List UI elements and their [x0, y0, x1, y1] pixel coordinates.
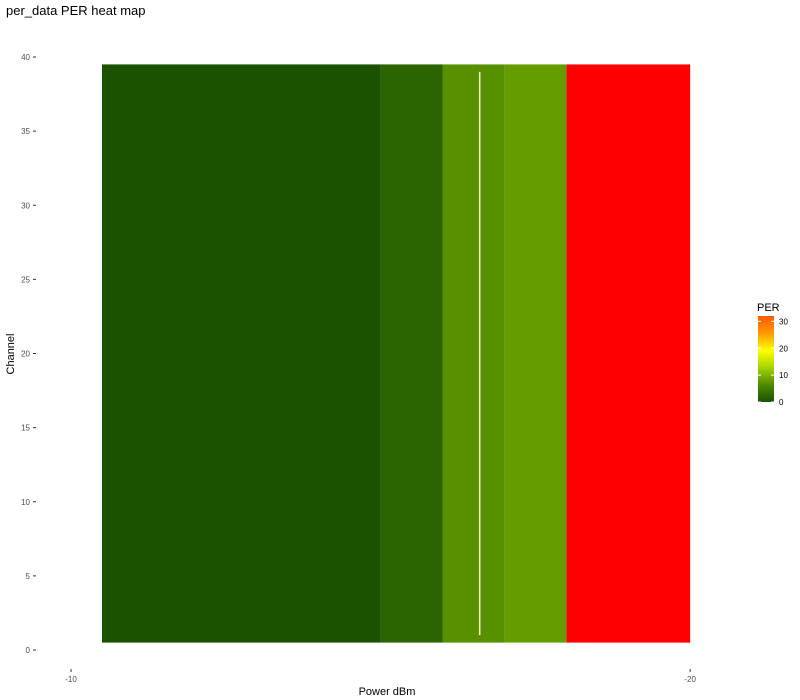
y-axis: 0 5 10 15 20 25 30 35 40	[21, 53, 36, 655]
x-tick-label: -20	[684, 675, 696, 684]
y-tick-label: 20	[21, 350, 30, 359]
y-tick-label: 0	[26, 646, 31, 655]
legend-tick-label: 10	[779, 371, 788, 380]
y-tick-label: 30	[21, 201, 30, 210]
legend: PER 0 10 20 30	[757, 302, 788, 407]
legend-colorbar	[758, 316, 774, 402]
heatmap-cell-0	[102, 64, 381, 643]
x-tick-label: -10	[65, 675, 77, 684]
heatmap-cell-2	[442, 64, 505, 643]
y-tick-label: 10	[21, 498, 30, 507]
y-tick-label: 40	[21, 53, 30, 62]
heatmap-cell-4	[566, 64, 691, 643]
legend-tick-label: 30	[779, 317, 788, 326]
chart-title: per_data PER heat map	[6, 3, 145, 18]
x-axis: -10 -20	[65, 669, 696, 684]
legend-title: PER	[757, 302, 780, 314]
x-axis-title: Power dBm	[359, 686, 416, 698]
legend-tick-label: 20	[779, 344, 788, 353]
y-axis-title: Channel	[5, 334, 17, 375]
heatmap-cell-1	[380, 64, 443, 643]
y-tick-label: 25	[21, 275, 30, 284]
heatmap-cells	[102, 64, 691, 643]
y-tick-label: 15	[21, 424, 30, 433]
y-tick-label: 35	[21, 127, 30, 136]
y-tick-label: 5	[26, 572, 31, 581]
legend-tick-label: 0	[779, 398, 784, 407]
heatmap-cell-3	[504, 64, 567, 643]
